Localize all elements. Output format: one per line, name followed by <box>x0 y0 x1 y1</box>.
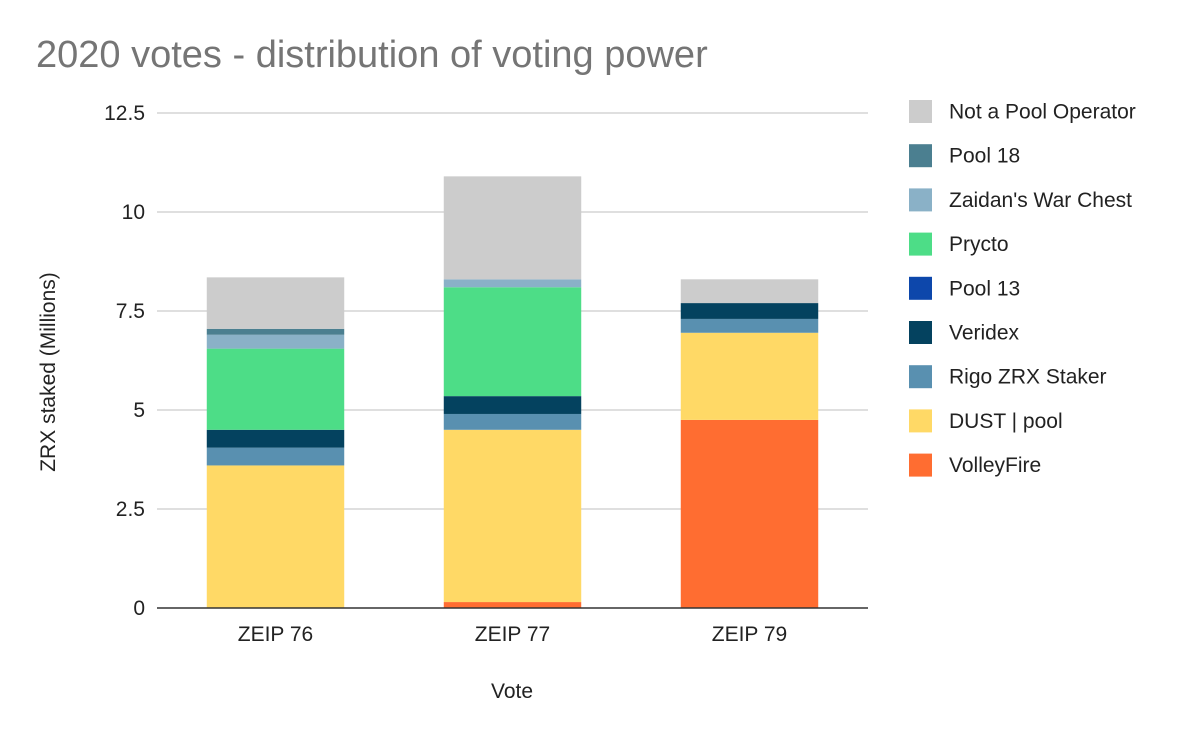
bar-segment <box>680 419 819 608</box>
y-tick-label: 5 <box>133 399 145 422</box>
legend-item: Rigo ZRX Staker <box>909 365 1107 389</box>
bar-segment <box>680 303 819 319</box>
bar-segment <box>443 176 582 280</box>
x-tick-label: ZEIP 77 <box>475 623 551 646</box>
legend-label: VolleyFire <box>949 454 1041 477</box>
bar-segment <box>206 447 345 466</box>
legend-swatch <box>909 409 932 433</box>
bar-stack <box>206 277 345 608</box>
bar-segment <box>206 277 345 329</box>
bar-segment <box>206 328 345 335</box>
legend-item: DUST | pool <box>909 409 1063 433</box>
y-tick-label: 7.5 <box>116 300 145 323</box>
bar-stack <box>680 279 819 608</box>
bar-segment <box>206 348 345 430</box>
legend-label: Not a Pool Operator <box>949 101 1136 124</box>
legend-label: Prycto <box>949 233 1009 256</box>
y-axis-ticks: 0 2.5 5 7.5 10 12.5 <box>104 102 145 620</box>
legend-item: Pool 18 <box>909 144 1020 168</box>
legend-item: Prycto <box>909 232 1009 256</box>
legend-swatch <box>909 232 932 256</box>
legend-item: VolleyFire <box>909 453 1041 477</box>
y-tick-label: 0 <box>133 597 145 620</box>
bar-segment <box>206 334 345 349</box>
legend: Not a Pool Operator Pool 18 Zaidan's War C… <box>909 100 1136 477</box>
bar-segment <box>443 602 582 608</box>
x-tick-label: ZEIP 79 <box>712 623 788 646</box>
legend-label: Pool 18 <box>949 145 1020 168</box>
bar-segment <box>443 396 582 414</box>
legend-item: Pool 13 <box>909 276 1020 300</box>
bar-segment <box>443 287 582 397</box>
legend-label: Veridex <box>949 322 1020 345</box>
bars <box>206 176 819 608</box>
legend-swatch <box>909 100 932 123</box>
bar-segment <box>206 429 345 448</box>
x-tick-label: ZEIP 76 <box>238 623 314 646</box>
chart-title: 2020 votes - distribution of voting powe… <box>36 34 708 76</box>
bar-segment <box>443 413 582 430</box>
bar-segment <box>680 332 819 420</box>
bar-segment <box>206 465 345 608</box>
bar-stack <box>443 176 582 608</box>
y-tick-label: 2.5 <box>116 498 145 521</box>
legend-swatch <box>909 453 932 477</box>
legend-swatch <box>909 276 932 300</box>
legend-swatch <box>909 321 932 344</box>
legend-label: Pool 13 <box>949 277 1020 300</box>
y-tick-label: 12.5 <box>104 102 145 125</box>
legend-swatch <box>909 144 932 168</box>
x-axis-title: Vote <box>491 680 533 703</box>
legend-item: Veridex <box>909 321 1020 345</box>
bar-segment <box>680 279 819 304</box>
legend-item: Zaidan's War Chest <box>909 188 1132 212</box>
x-axis-ticks: ZEIP 76 ZEIP 77 ZEIP 79 <box>238 623 788 646</box>
bar-segment <box>443 279 582 288</box>
legend-swatch <box>909 365 932 389</box>
legend-swatch <box>909 188 932 212</box>
legend-label: Rigo ZRX Staker <box>949 366 1107 389</box>
y-axis-title: ZRX staked (Millions) <box>37 272 60 472</box>
legend-item: Not a Pool Operator <box>909 100 1136 124</box>
bar-segment <box>443 429 582 603</box>
legend-label: Zaidan's War Chest <box>949 189 1132 212</box>
bar-segment <box>680 318 819 333</box>
y-tick-label: 10 <box>122 201 145 224</box>
legend-label: DUST | pool <box>949 410 1063 433</box>
